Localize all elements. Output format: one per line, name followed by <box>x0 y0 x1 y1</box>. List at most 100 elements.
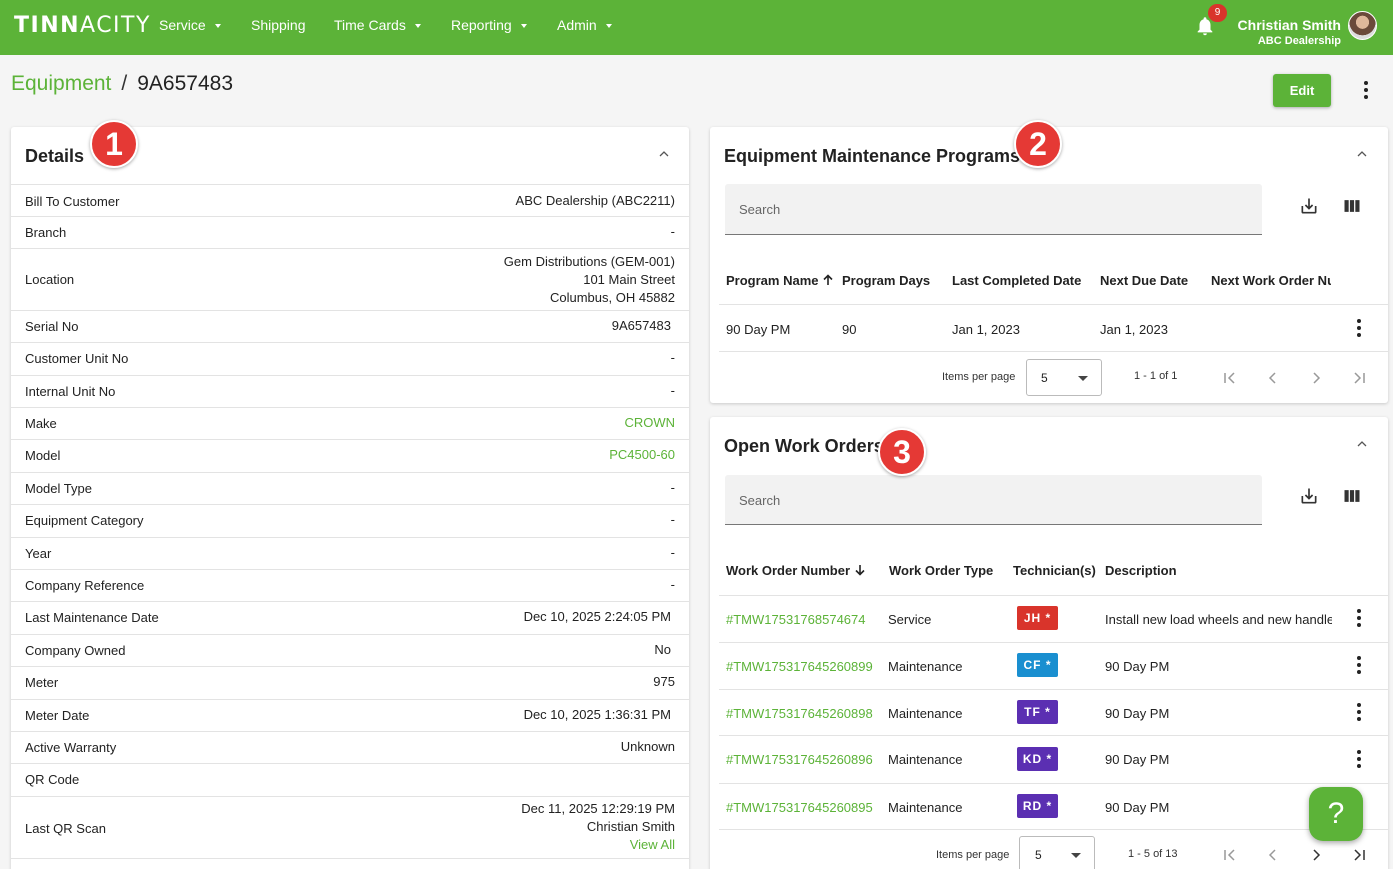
next-page-icon[interactable] <box>1309 371 1323 385</box>
work-orders-search-input[interactable]: Search <box>725 475 1262 525</box>
technician-badge[interactable]: CF * <box>1017 653 1058 677</box>
work-order-link[interactable]: #TMW17531768574674 <box>726 612 866 627</box>
column-header-last-completed[interactable]: Last Completed Date <box>952 273 1082 288</box>
download-icon[interactable] <box>1299 196 1319 216</box>
last-page-icon[interactable] <box>1352 848 1366 862</box>
technician-badge[interactable]: TF * <box>1017 700 1058 724</box>
detail-row-make: Make CROWN <box>11 408 689 440</box>
previous-page-icon[interactable] <box>1266 371 1280 385</box>
description-cell: 90 Day PM <box>1105 659 1170 674</box>
nav-admin-label: Admin <box>557 17 597 33</box>
detail-value: - <box>670 224 675 239</box>
columns-icon[interactable] <box>1342 196 1362 216</box>
work-order-link[interactable]: #TMW175317645260899 <box>726 659 873 674</box>
nav-admin[interactable]: Admin <box>557 17 612 33</box>
bell-icon[interactable] <box>1194 14 1216 38</box>
detail-label: Model <box>25 448 61 463</box>
program-days-cell: 90 <box>842 322 857 337</box>
model-link[interactable]: PC4500-60 <box>609 447 675 462</box>
detail-row-serial: Serial No 9A657483 <box>11 311 689 343</box>
items-per-page-label: Items per page <box>942 371 1016 383</box>
nav-service[interactable]: Service <box>159 17 221 33</box>
detail-row-equipment-category: Equipment Category - <box>11 505 689 538</box>
first-page-icon[interactable] <box>1223 371 1237 385</box>
column-header-program-name[interactable]: Program Name <box>726 273 834 288</box>
page-size-select[interactable]: 5 <box>1019 836 1095 869</box>
column-header-description[interactable]: Description <box>1105 563 1177 578</box>
work-order-link[interactable]: #TMW175317645260895 <box>726 800 873 815</box>
chevron-up-icon[interactable] <box>659 149 669 159</box>
column-header-next-due[interactable]: Next Due Date <box>1100 273 1189 288</box>
view-all-link[interactable]: View All <box>629 837 675 852</box>
row-actions-icon[interactable] <box>1349 608 1369 628</box>
work-order-link[interactable]: #TMW175317645260898 <box>726 706 873 721</box>
program-name-cell: 90 Day PM <box>726 322 791 337</box>
edit-button[interactable]: Edit <box>1273 74 1331 107</box>
column-header-next-work-order[interactable]: Next Work Order Num <box>1211 273 1331 288</box>
column-header-technicians[interactable]: Technician(s) <box>1013 563 1096 578</box>
detail-row-year: Year - <box>11 538 689 570</box>
breadcrumb-equipment-link[interactable]: Equipment <box>11 72 112 95</box>
row-actions-icon[interactable] <box>1349 655 1369 675</box>
detail-value: - <box>670 383 675 398</box>
next-page-icon[interactable] <box>1309 848 1323 862</box>
more-actions-icon[interactable] <box>1356 80 1376 100</box>
open-work-orders-title: Open Work Orders <box>724 436 884 456</box>
row-actions-icon[interactable] <box>1349 702 1369 722</box>
user-name[interactable]: Christian Smith <box>1237 17 1341 33</box>
detail-label: Active Warranty <box>25 740 117 755</box>
detail-row-company-owned: Company Owned No <box>11 635 689 667</box>
programs-search-input[interactable]: Search <box>725 184 1262 235</box>
detail-row-branch: Branch - <box>11 217 689 249</box>
technician-badge[interactable]: KD * <box>1017 747 1058 771</box>
columns-icon[interactable] <box>1342 486 1362 506</box>
divider <box>719 783 1388 784</box>
work-order-type-cell: Service <box>888 612 932 627</box>
detail-row-model: Model PC4500-60 <box>11 440 689 473</box>
detail-label: Year <box>25 546 52 561</box>
technician-badge[interactable]: JH * <box>1017 606 1058 630</box>
detail-value: Gem Distributions (GEM-001) <box>503 254 675 269</box>
work-order-type-cell: Maintenance <box>888 706 963 721</box>
nav-shipping[interactable]: Shipping <box>251 17 306 33</box>
work-order-link[interactable]: #TMW175317645260896 <box>726 752 873 767</box>
previous-page-icon[interactable] <box>1266 848 1280 862</box>
row-actions-icon[interactable] <box>1349 749 1369 769</box>
column-header-work-order-number[interactable]: Work Order Number <box>726 563 866 578</box>
logo-text-thin: ACITY <box>80 13 151 38</box>
chevron-up-icon[interactable] <box>1357 149 1367 159</box>
column-header-work-order-type[interactable]: Work Order Type <box>889 563 994 578</box>
detail-row-internal-unit: Internal Unit No - <box>11 376 689 408</box>
row-actions-icon[interactable] <box>1349 318 1369 338</box>
detail-value: - <box>670 545 675 560</box>
help-button[interactable]: ? <box>1309 787 1363 841</box>
dropdown-arrow-icon <box>1071 853 1081 858</box>
nav-reporting[interactable]: Reporting <box>451 17 527 33</box>
detail-value: Dec 10, 2025 1:36:31 PM <box>523 707 671 722</box>
first-page-icon[interactable] <box>1223 848 1237 862</box>
detail-row-last-maintenance: Last Maintenance Date Dec 10, 2025 2:24:0… <box>11 602 689 635</box>
search-placeholder: Search <box>739 202 781 217</box>
detail-row-model-type: Model Type - <box>11 473 689 505</box>
breadcrumb-separator: / <box>121 72 128 95</box>
detail-label: QR Code <box>25 772 80 787</box>
detail-label: Model Type <box>25 481 92 496</box>
detail-value: No <box>654 642 671 657</box>
column-header-program-days[interactable]: Program Days <box>842 273 931 288</box>
column-header-label: Work Order Number <box>726 563 851 578</box>
detail-label: Last QR Scan <box>25 821 106 836</box>
last-completed-cell: Jan 1, 2023 <box>952 322 1020 337</box>
page-size-value: 5 <box>1035 848 1042 862</box>
page-size-select[interactable]: 5 <box>1026 359 1102 396</box>
chevron-up-icon[interactable] <box>1357 439 1367 449</box>
download-icon[interactable] <box>1299 486 1319 506</box>
make-link[interactable]: CROWN <box>624 415 675 430</box>
detail-label: Meter <box>25 675 59 690</box>
page-range: 1 - 5 of 13 <box>1128 848 1178 860</box>
nav-service-label: Service <box>159 17 206 33</box>
avatar[interactable] <box>1348 11 1377 40</box>
app-logo[interactable]: TINNACITY <box>14 13 151 38</box>
nav-time-cards[interactable]: Time Cards <box>334 17 421 33</box>
technician-badge[interactable]: RD * <box>1017 794 1058 818</box>
last-page-icon[interactable] <box>1352 371 1366 385</box>
